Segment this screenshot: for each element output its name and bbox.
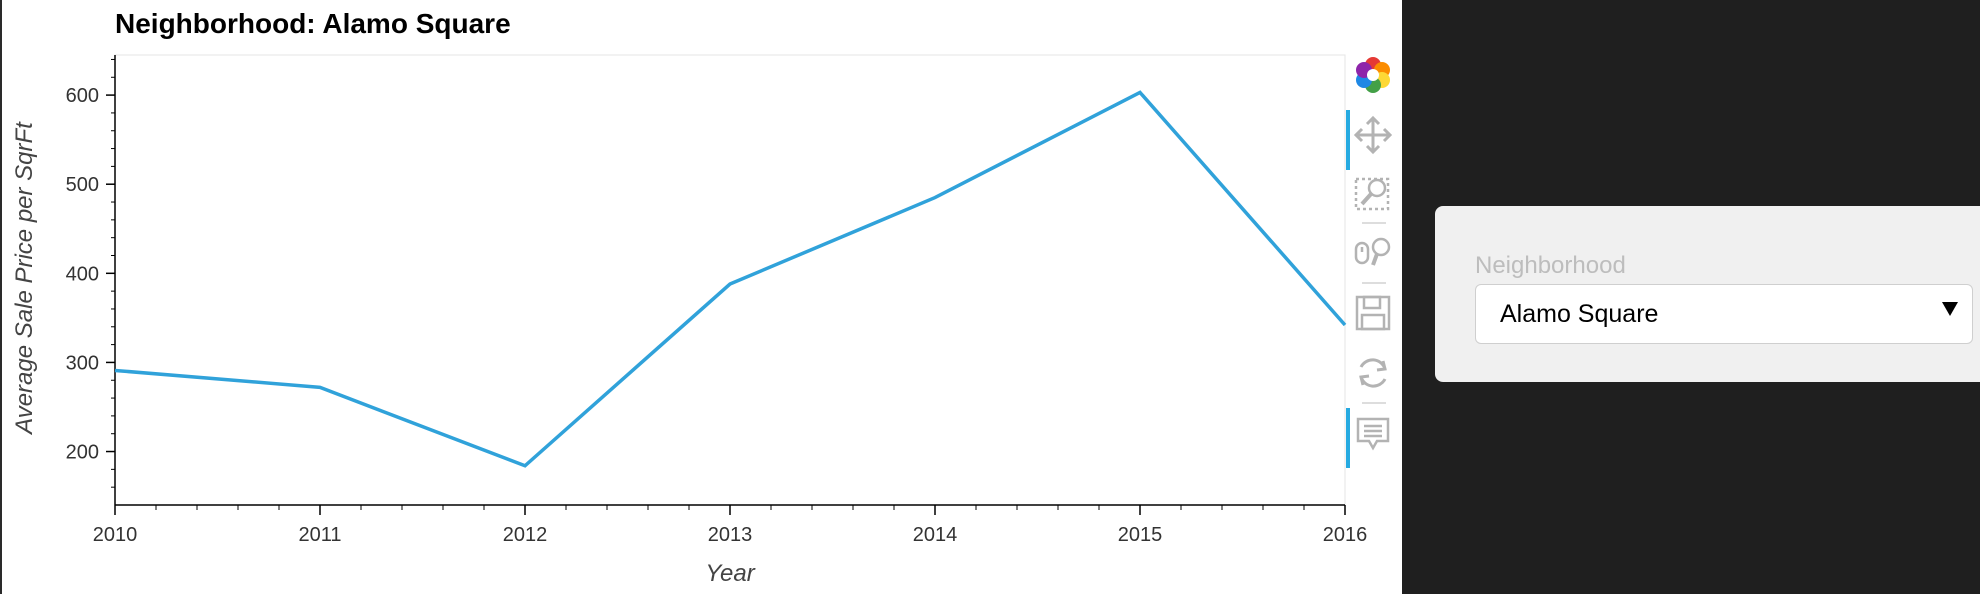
toolbar-separator (1362, 282, 1386, 284)
save-tool-button[interactable] (1348, 288, 1398, 338)
series-group (114, 90, 1347, 468)
neighborhood-select[interactable]: Alamo Square (1475, 284, 1973, 344)
hover-icon (1356, 417, 1390, 451)
chevron-down-icon (1942, 302, 1958, 316)
y-axis-label: Average Sale Price per SqrFt (11, 121, 38, 436)
wheel-zoom-tool-button[interactable] (1348, 228, 1398, 278)
neighborhood-label: Neighborhood (1475, 252, 1626, 279)
y-tick-label: 200 (66, 442, 99, 464)
reset-tool-button[interactable] (1348, 348, 1398, 398)
plot-panel: Neighborhood: Alamo Square 200 300 400 500 6… (0, 0, 1402, 594)
x-tick-label: 2016 (1323, 524, 1368, 546)
series-line[interactable] (114, 90, 1347, 468)
reset-icon (1359, 358, 1387, 388)
chart-title: Neighborhood: Alamo Square (115, 8, 511, 39)
x-axis-label: Year (705, 560, 755, 587)
pan-icon (1353, 115, 1393, 155)
plot-toolbar (1342, 50, 1404, 480)
box-zoom-tool-button[interactable] (1348, 168, 1398, 218)
y-tick-label: 400 (66, 263, 99, 285)
x-tick-label: 2013 (708, 524, 753, 546)
x-tick-label: 2012 (503, 524, 548, 546)
widget-panel: Neighborhood Alamo Square (1435, 206, 1980, 382)
wheel-zoom-icon (1354, 237, 1391, 266)
hover-tool-button[interactable] (1346, 408, 1398, 468)
y-tick-label: 600 (66, 85, 99, 107)
y-ticks: 200 300 400 500 600 (66, 58, 115, 488)
plot-frame (114, 54, 1346, 506)
x-tick-label: 2015 (1118, 524, 1163, 546)
box-zoom-icon (1354, 177, 1390, 211)
save-icon (1355, 295, 1391, 331)
x-tick-label: 2014 (913, 524, 958, 546)
neighborhood-select-value: Alamo Square (1500, 300, 1659, 328)
x-tick-label: 2010 (93, 524, 138, 546)
y-tick-label: 300 (66, 352, 99, 374)
toolbar-separator (1362, 222, 1386, 224)
pan-tool-button[interactable] (1346, 110, 1398, 170)
line-chart[interactable]: 200 300 400 500 600 2010 2011 2012 2013 2014 2015… (2, 0, 1404, 594)
toolbar-separator (1362, 402, 1386, 404)
y-tick-label: 500 (66, 174, 99, 196)
x-ticks: 2010 2011 2012 2013 2014 2015 2016 (93, 505, 1368, 546)
x-tick-label: 2011 (298, 524, 341, 546)
bokeh-logo-icon[interactable] (1348, 50, 1398, 100)
